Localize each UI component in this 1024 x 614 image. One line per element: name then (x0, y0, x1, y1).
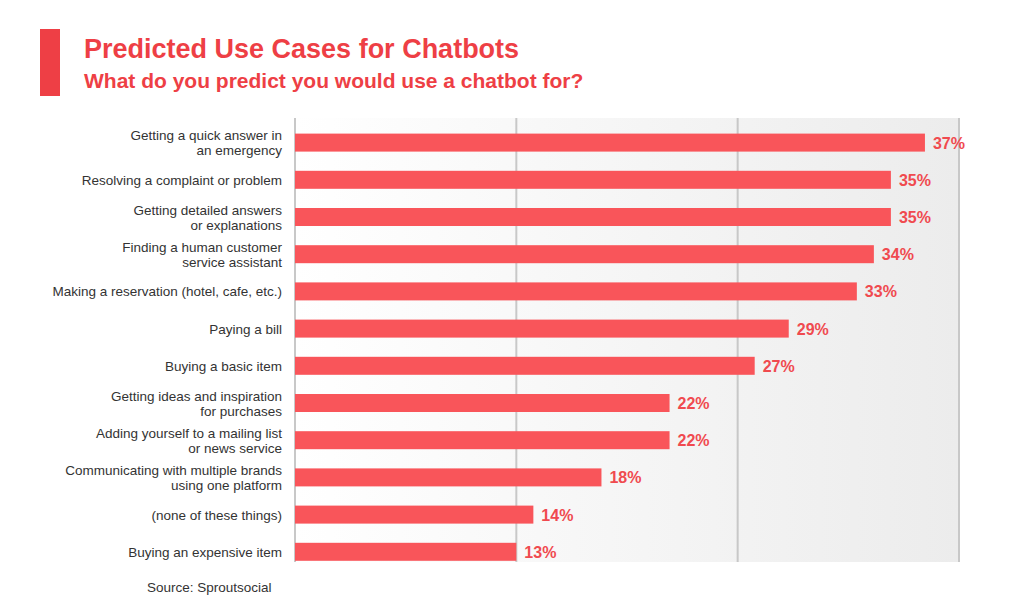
subtitle: What do you predict you would use a chat… (84, 69, 583, 92)
category-label: Getting ideas and inspirationfor purchas… (111, 389, 282, 419)
category-label-line: Adding yourself to a mailing list (96, 426, 282, 441)
bar (295, 134, 925, 152)
category-label-line: Getting a quick answer in (130, 128, 282, 143)
category-label-line: (none of these things) (151, 508, 282, 523)
chart-root: Predicted Use Cases for Chatbots What do … (0, 0, 1024, 614)
data-label: 35% (899, 172, 931, 189)
category-label: Resolving a complaint or problem (82, 173, 282, 188)
bar (295, 431, 670, 449)
bar (295, 543, 516, 561)
category-label-line: or explanations (190, 218, 282, 233)
category-label: Adding yourself to a mailing listor news… (96, 426, 282, 456)
bar (295, 208, 891, 226)
title: Predicted Use Cases for Chatbots (84, 34, 519, 64)
bar (295, 171, 891, 189)
data-label: 33% (865, 283, 897, 300)
data-label: 13% (524, 544, 556, 561)
data-label: 18% (609, 469, 641, 486)
labels: 37% Getting a quick answer inan emergency… (52, 128, 965, 561)
category-label-line: using one platform (171, 478, 282, 493)
bars (295, 134, 925, 561)
bar (295, 245, 874, 263)
category-label: (none of these things) (151, 508, 282, 523)
category-label-line: or news service (188, 441, 282, 456)
category-label: Getting a quick answer inan emergency (130, 128, 282, 158)
category-label-line: Buying an expensive item (128, 545, 282, 560)
data-label: 27% (763, 358, 795, 375)
bar (295, 468, 601, 486)
category-label-line: Getting ideas and inspiration (111, 389, 282, 404)
category-label-line: Resolving a complaint or problem (82, 173, 282, 188)
category-label: Buying a basic item (165, 359, 282, 374)
bar (295, 282, 857, 300)
bar (295, 394, 670, 412)
category-label: Buying an expensive item (128, 545, 282, 560)
data-label: 35% (899, 209, 931, 226)
bar (295, 506, 533, 524)
data-label: 22% (678, 395, 710, 412)
category-label: Getting detailed answersor explanations (133, 203, 282, 233)
category-label-line: for purchases (200, 404, 282, 419)
category-label-line: Communicating with multiple brands (65, 463, 282, 478)
title-accent (40, 29, 60, 96)
category-label-line: Buying a basic item (165, 359, 282, 374)
category-label: Making a reservation (hotel, cafe, etc.) (52, 284, 282, 299)
source: Source: Sproutsocial (147, 580, 272, 595)
category-label: Communicating with multiple brandsusing … (65, 463, 282, 493)
data-label: 37% (933, 135, 965, 152)
category-label-line: service assistant (182, 255, 282, 270)
category-label-line: Getting detailed answers (133, 203, 282, 218)
bar (295, 357, 755, 375)
category-label-line: Paying a bill (209, 322, 282, 337)
data-label: 14% (541, 507, 573, 524)
data-label: 29% (797, 321, 829, 338)
bar (295, 320, 789, 338)
data-label: 34% (882, 246, 914, 263)
category-label-line: Making a reservation (hotel, cafe, etc.) (52, 284, 282, 299)
grid (295, 118, 959, 562)
category-label: Finding a human customerservice assistan… (122, 240, 282, 270)
grid-line (958, 118, 960, 562)
data-label: 22% (678, 432, 710, 449)
chart-svg: Predicted Use Cases for Chatbots What do … (0, 0, 1024, 614)
category-label: Paying a bill (209, 322, 282, 337)
category-label-line: Finding a human customer (122, 240, 282, 255)
plot-background (295, 118, 959, 562)
category-label-line: an emergency (196, 143, 282, 158)
